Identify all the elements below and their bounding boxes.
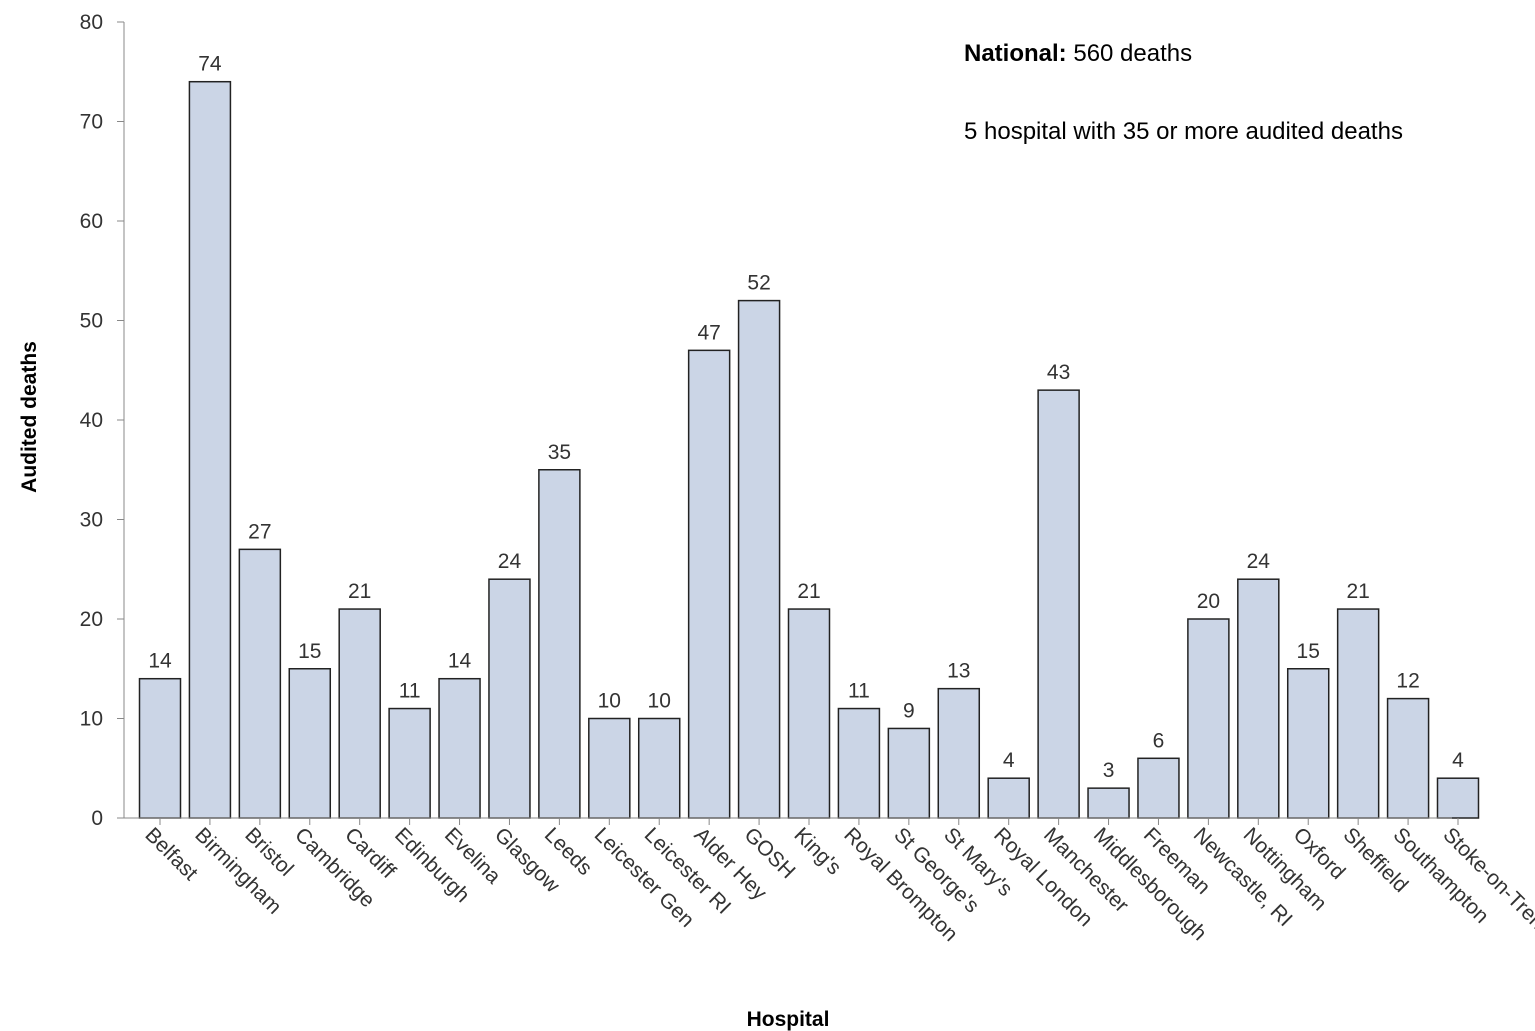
data-label: 13 [947,660,970,683]
data-label: 52 [747,272,770,295]
y-axis-title: Audited deaths [18,341,41,493]
bar-st-george-s [887,727,931,819]
y-axis: 0 10 20 30 40 50 60 70 80 [80,11,125,830]
bar-royal-brompton [837,707,881,819]
bar-gosh [737,299,781,819]
bar-newcastle-ri [1187,618,1230,819]
data-label: 24 [498,550,522,573]
bar-southampton [1386,697,1430,819]
data-label: 10 [648,690,671,713]
bar-alder-hey [687,349,731,819]
data-label: 11 [399,680,421,703]
y-tick-label: 60 [80,210,103,233]
x-tick-label: Belfast [140,823,202,885]
data-label: 43 [1047,361,1070,384]
bar-leicester-ri [637,717,681,819]
data-label: 9 [903,699,915,722]
data-label: 21 [797,580,820,603]
y-tick-label: 30 [80,509,103,532]
bar-leeds [538,469,581,819]
bar-king-s [787,608,831,819]
bars: 14 74 27 15 21 11 14 24 35 10 10 47 52 21 11 9 13 4 43 3 6 20… [138,53,1480,819]
y-tick-label: 0 [91,807,103,830]
national-value: 560 deaths [1073,40,1193,67]
bar-birmingham [188,80,232,819]
x-tick-label: King's [789,823,845,879]
y-tick-label: 10 [80,708,103,731]
bar-glasgow [488,578,531,819]
data-label: 11 [848,680,870,703]
data-label: 14 [448,650,472,673]
data-label: 20 [1197,590,1220,613]
bar-nottingham [1237,578,1280,819]
bar-leicester-gen [588,717,631,819]
data-label: 14 [148,650,172,673]
data-label: 21 [1346,580,1369,603]
bar-edinburgh [388,707,431,819]
threshold-note-annotation: 5 hospital with 35 or more audited death… [964,118,1403,146]
bar-stoke-on-trent [1436,777,1480,819]
data-label: 12 [1396,670,1419,693]
bar-evelina [438,677,481,819]
bar-oxford [1286,668,1330,819]
data-label: 4 [1452,749,1464,772]
data-label: 15 [1297,640,1320,663]
y-tick-label: 50 [80,310,103,333]
bar-cambridge [288,668,332,819]
national-label: National: [964,40,1067,67]
data-label: 35 [548,441,571,464]
bar-st-mary-s [937,687,981,819]
data-label: 74 [198,53,222,76]
data-label: 10 [598,690,621,713]
data-label: 21 [348,580,371,603]
x-axis: BelfastBirminghamBristolCambridgeCardiff… [124,817,1535,946]
y-tick-label: 80 [80,11,103,34]
bar-belfast [138,677,182,819]
bar-manchester [1037,389,1080,819]
data-label: 24 [1247,550,1271,573]
bar-bristol [238,548,282,819]
data-label: 27 [248,520,271,543]
data-label: 47 [697,321,720,344]
data-label: 15 [298,640,321,663]
bar-cardiff [338,608,381,819]
national-total-annotation: National: 560 deaths [964,40,1192,68]
y-tick-label: 40 [80,409,103,432]
y-tick-label: 20 [80,608,103,631]
data-label: 3 [1103,759,1115,782]
bar-sheffield [1336,608,1380,819]
data-label: 6 [1153,729,1165,752]
bar-middlesborough [1087,787,1130,819]
bar-royal-london [987,777,1030,819]
x-axis-title: Hospital [747,1008,830,1031]
y-tick-label: 70 [80,111,103,134]
bar-freeman [1137,757,1180,819]
threshold-note: 5 hospital with 35 or more audited death… [964,118,1403,145]
data-label: 4 [1003,749,1015,772]
